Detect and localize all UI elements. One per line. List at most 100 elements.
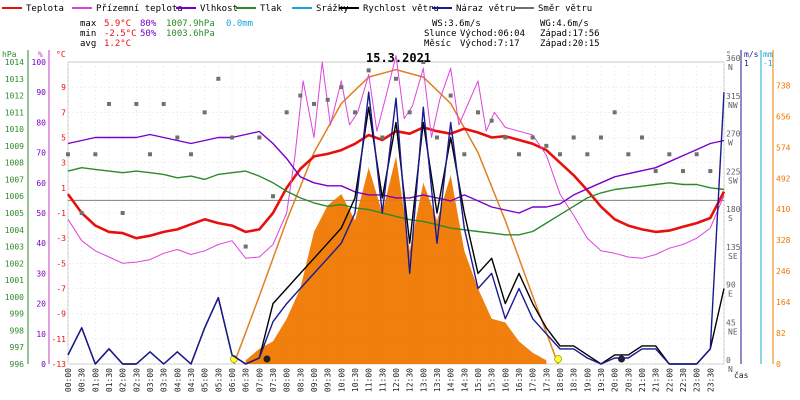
moon-info-label: Měsíc xyxy=(424,39,451,49)
radiation-layer xyxy=(230,68,625,365)
dir-axis-unit: ° xyxy=(726,50,731,59)
time-tick-label: 13:00 xyxy=(419,368,428,392)
press-tick-label: 1007 xyxy=(5,175,24,184)
series-smer-vetru-point xyxy=(243,244,248,249)
rad-tick-label: 574 xyxy=(776,143,791,152)
series-smer-vetru-point xyxy=(612,110,617,115)
series-smer-vetru-point xyxy=(571,135,576,140)
time-tick-label: 22:00 xyxy=(665,368,674,392)
stat-press: 1003.6hPa xyxy=(166,29,215,39)
series-smer-vetru-point xyxy=(640,135,644,140)
time-tick-label: 03:00 xyxy=(146,368,155,392)
time-tick-label: 10:30 xyxy=(351,368,360,392)
legend-label-naraz-vetru: Náraz větru xyxy=(456,4,516,14)
header-layer: Teplota Přízemní teplota Vlhkost Tlak Srážky… xyxy=(2,4,600,65)
time-tick-label: 11:30 xyxy=(378,368,387,392)
time-tick-label: 14:30 xyxy=(460,368,469,392)
press-tick-label: 1010 xyxy=(5,125,24,134)
dir-tick-degrees: 135 xyxy=(726,243,741,252)
temp-tick-label: -7 xyxy=(56,285,66,294)
series-smer-vetru-point xyxy=(353,110,357,115)
hum-tick-label: 20 xyxy=(36,300,46,309)
stat-rain: 0.0mm xyxy=(226,19,253,29)
series-smer-vetru-point xyxy=(161,101,166,106)
series-layer xyxy=(66,55,726,365)
press-tick-label: 998 xyxy=(10,326,25,335)
stat-temp: 5.9°C xyxy=(104,19,131,29)
time-tick-label: 12:00 xyxy=(392,368,401,392)
series-smer-vetru-point xyxy=(394,76,398,81)
wind-axis-top-label: 1 xyxy=(744,59,749,68)
time-tick-label: 09:30 xyxy=(324,368,333,392)
series-smer-vetru-point xyxy=(216,76,221,81)
time-tick-label: 05:00 xyxy=(201,368,210,392)
series-smer-vetru-point xyxy=(708,169,713,174)
press-tick-label: 1009 xyxy=(5,142,24,151)
time-tick-label: 15:30 xyxy=(488,368,497,392)
time-tick-label: 11:00 xyxy=(365,368,374,392)
press-tick-label: 1012 xyxy=(5,92,24,101)
series-smer-vetru-point xyxy=(489,118,494,123)
rad-tick-label: 492 xyxy=(776,174,791,183)
rad-tick-label: 246 xyxy=(776,267,791,276)
temp-tick-label: -1 xyxy=(56,209,66,218)
time-tick-label: 22:30 xyxy=(679,368,688,392)
dir-tick-degrees: 270 xyxy=(726,130,741,139)
series-slunecni-zareni xyxy=(245,156,547,364)
time-tick-label: 00:00 xyxy=(64,368,73,392)
temp-tick-label: -11 xyxy=(52,335,67,344)
temp-tick-label: -3 xyxy=(56,234,66,243)
hum-tick-label: 80 xyxy=(36,118,46,127)
rain-axis-unit: mm xyxy=(763,50,773,59)
hum-tick-label: 30 xyxy=(36,269,46,278)
moon-info-rise: Východ:7:17 xyxy=(460,39,520,49)
time-tick-label: 07:30 xyxy=(269,368,278,392)
stat-hum: 80% xyxy=(140,19,157,29)
time-tick-label: 15:00 xyxy=(474,368,483,392)
series-smer-vetru-point xyxy=(325,97,330,102)
time-tick-label: 12:30 xyxy=(406,368,415,392)
rad-tick-label: 328 xyxy=(776,236,791,245)
press-tick-label: 1003 xyxy=(5,243,24,252)
dir-tick-cardinal: E xyxy=(728,290,733,299)
time-tick-label: 01:00 xyxy=(91,368,100,392)
series-smer-vetru-point xyxy=(462,152,467,157)
series-smer-vetru-point xyxy=(448,93,453,98)
series-prizemni-teplota xyxy=(67,55,725,264)
series-smer-vetru-point xyxy=(189,152,193,157)
temp-tick-label: -9 xyxy=(56,310,66,319)
rad-tick-label: 738 xyxy=(776,81,791,90)
series-smer-vetru-point xyxy=(120,211,125,215)
time-tick-label: 00:30 xyxy=(78,368,87,392)
press-tick-label: 1002 xyxy=(5,259,24,268)
series-smer-vetru-point xyxy=(558,152,562,157)
press-tick-label: 1014 xyxy=(5,58,24,67)
time-tick-label: 13:30 xyxy=(433,368,442,392)
hum-axis-unit: % xyxy=(38,50,43,59)
hum-tick-label: 70 xyxy=(36,149,46,158)
dir-tick-cardinal: SE xyxy=(728,252,738,261)
legend-label-smer-vetru: Směr větru xyxy=(538,4,592,14)
series-smer-vetru-point xyxy=(107,101,111,106)
legend-label-teplota: Teplota xyxy=(26,4,64,14)
dir-tick-degrees: 225 xyxy=(726,167,741,176)
sun-info-set: Západ:17:56 xyxy=(540,29,600,39)
stat-label: max xyxy=(80,19,97,29)
time-tick-label: 03:30 xyxy=(160,368,169,392)
series-smer-vetru-point xyxy=(667,152,672,157)
time-tick-label: 19:30 xyxy=(597,368,606,392)
press-tick-label: 1001 xyxy=(5,276,24,285)
time-tick-label: 02:00 xyxy=(119,368,128,392)
rain-axis-top-label: -1 xyxy=(763,59,773,68)
series-smer-vetru-point xyxy=(134,101,139,106)
series-smer-vetru-point xyxy=(544,143,549,148)
press-tick-label: 997 xyxy=(10,343,25,352)
temp-tick-label: 7 xyxy=(61,108,66,117)
series-smer-vetru-point xyxy=(257,135,262,140)
dir-tick-cardinal: W xyxy=(728,139,733,148)
press-tick-label: 1011 xyxy=(5,108,24,117)
rad-tick-label: 410 xyxy=(776,205,791,214)
sun-info-rise: Východ:06:04 xyxy=(460,29,525,39)
temp-axis-unit: °C xyxy=(56,50,66,59)
